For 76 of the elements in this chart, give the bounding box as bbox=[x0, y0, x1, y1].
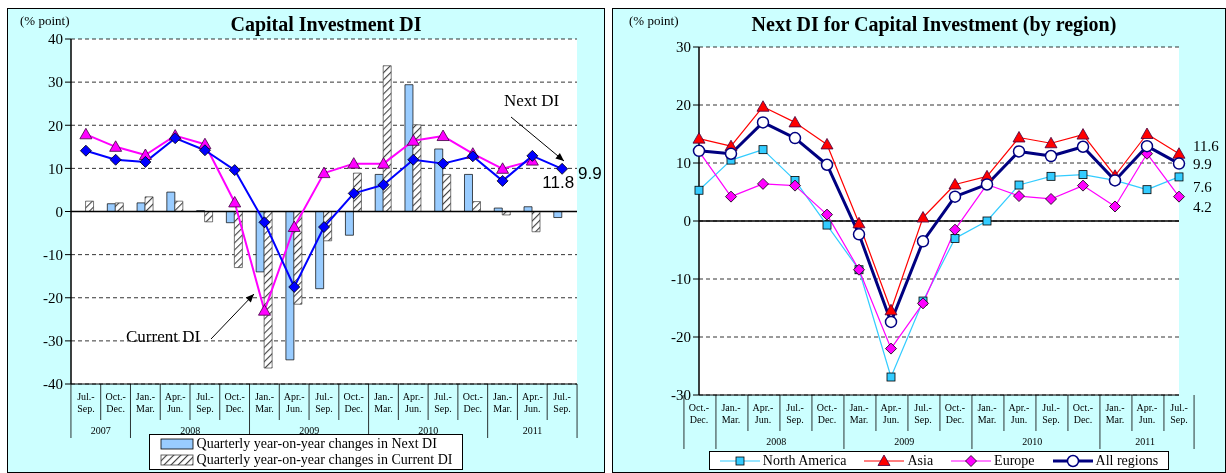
x-tick-label: Jan.- Mar. bbox=[373, 391, 394, 414]
x-tick-label: Jul.- Sep. bbox=[315, 391, 333, 414]
x-tick-label: Apr.- Jun. bbox=[1008, 402, 1030, 425]
y-tick-label: -10 bbox=[43, 246, 63, 263]
x-tick-label: Apr.- Jun. bbox=[1136, 402, 1158, 425]
x-tick-label: Apr.- Jun. bbox=[880, 402, 902, 425]
text: 2011 bbox=[1135, 436, 1155, 447]
x-tick-label: Jul.- Sep. bbox=[553, 391, 571, 414]
x-tick-label: Oct.- Dec. bbox=[105, 391, 126, 414]
legend-label: Asia bbox=[907, 453, 934, 468]
x-tick-label: Apr.- Jun. bbox=[164, 391, 186, 414]
y-tick-label: -20 bbox=[671, 329, 691, 346]
x-tick-label: Apr.- Jun. bbox=[402, 391, 424, 414]
y-tick-label: -30 bbox=[671, 387, 691, 404]
x-tick-label: Jul.- Sep. bbox=[196, 391, 214, 414]
y-tick-label: -10 bbox=[671, 271, 691, 288]
x-tick-label: Jan.- Mar. bbox=[1105, 402, 1125, 425]
x-tick-label: Jan.- Mar. bbox=[135, 391, 155, 414]
x-tick-label: Jul.- Sep. bbox=[77, 391, 95, 414]
x-tick-label: Apr.- Jun. bbox=[283, 391, 305, 414]
y-axis-title: (% point) bbox=[20, 13, 70, 29]
text: 2008 bbox=[766, 436, 787, 447]
x-tick-label: Oct.- Dec. bbox=[816, 402, 838, 425]
y-tick-label: 10 bbox=[676, 155, 691, 172]
text: Next DI bbox=[504, 91, 560, 111]
data-label: 11.8 bbox=[542, 172, 575, 192]
data-label: 4.2 bbox=[1193, 198, 1212, 215]
x-tick-label: Jul.- Sep. bbox=[786, 402, 804, 425]
x-tick-label: Oct.- Dec. bbox=[944, 402, 966, 425]
x-tick-label: Apr.- Jun. bbox=[752, 402, 774, 425]
legend-label: Europe bbox=[994, 453, 1035, 468]
text: Current DI bbox=[126, 327, 201, 347]
x-tick-label: Jan.- Mar. bbox=[721, 402, 741, 425]
legend-label: Quarterly year-on-year changes in Current DI bbox=[196, 452, 453, 468]
y-tick-label: 30 bbox=[48, 74, 63, 91]
y-tick-label: -30 bbox=[43, 333, 63, 350]
legend-label: All regions bbox=[1095, 453, 1159, 468]
y-tick-label: 20 bbox=[48, 117, 63, 134]
chart-title: Capital Investment DI bbox=[230, 13, 422, 35]
x-tick-label: Oct.- Dec. bbox=[462, 391, 483, 414]
x-tick-label: Jul.- Sep. bbox=[1170, 402, 1188, 425]
x-tick-label: Oct.- Dec. bbox=[688, 402, 710, 425]
data-label: 9.9 bbox=[578, 163, 602, 183]
y-tick-label: 40 bbox=[48, 31, 63, 48]
legend-label: North America bbox=[762, 453, 847, 468]
y-tick-label: 0 bbox=[55, 203, 63, 220]
y-tick-label: -20 bbox=[43, 290, 63, 307]
text: 2007 bbox=[90, 425, 111, 436]
text: 2011 bbox=[522, 425, 543, 436]
x-tick-label: Jan.- Mar. bbox=[977, 402, 997, 425]
x-tick-label: Jul.- Sep. bbox=[1042, 402, 1060, 425]
y-axis-title: (% point) bbox=[629, 13, 679, 29]
x-tick-label: Jan.- Mar. bbox=[493, 391, 513, 414]
legend-label: Quarterly year-on-year changes in Next DI bbox=[196, 436, 437, 452]
y-tick-label: 10 bbox=[48, 160, 63, 177]
text: 2008 bbox=[180, 425, 201, 436]
x-tick-label: Jul.- Sep. bbox=[914, 402, 932, 425]
x-tick-label: Jan.- Mar. bbox=[849, 402, 869, 425]
chart-title: Next DI for Capital Investment (by region) bbox=[751, 13, 1117, 35]
y-tick-label: 0 bbox=[683, 213, 691, 230]
data-label: 7.6 bbox=[1193, 178, 1213, 195]
text: 2010 bbox=[1022, 436, 1043, 447]
x-tick-label: Jan.- Mar. bbox=[254, 391, 275, 414]
text: 2009 bbox=[894, 436, 915, 447]
x-tick-label: Oct.- Dec. bbox=[224, 391, 245, 414]
text: 2009 bbox=[299, 425, 320, 436]
x-tick-label: Oct.- Dec. bbox=[343, 391, 364, 414]
x-tick-label: Oct.- Dec. bbox=[1072, 402, 1094, 425]
y-tick-label: 30 bbox=[676, 39, 691, 56]
y-tick-label: -40 bbox=[43, 376, 63, 393]
data-label: 11.6 bbox=[1193, 137, 1220, 154]
y-tick-label: 20 bbox=[676, 97, 691, 114]
data-label: 9.9 bbox=[1193, 155, 1212, 172]
x-tick-label: Jul.- Sep. bbox=[434, 391, 452, 414]
text: 2010 bbox=[418, 425, 439, 436]
x-tick-label: Apr.- Jun. bbox=[521, 391, 543, 414]
